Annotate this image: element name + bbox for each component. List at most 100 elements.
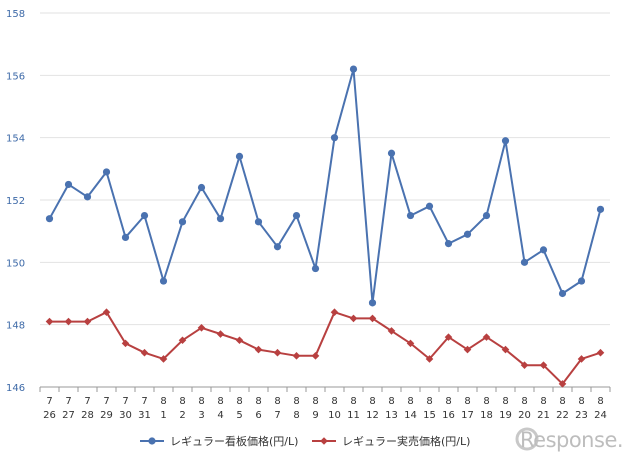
- x-tick-label-month: 8: [331, 396, 337, 407]
- x-tick-label-month: 8: [464, 396, 470, 407]
- data-point: [387, 327, 396, 335]
- x-tick-label-month: 8: [597, 396, 603, 407]
- data-point: [273, 243, 282, 251]
- x-tick-label-day: 27: [62, 410, 75, 421]
- x-tick-label-month: 8: [521, 396, 527, 407]
- data-point: [520, 258, 529, 266]
- x-tick-label-day: 12: [366, 410, 379, 421]
- series-layer: [45, 65, 605, 388]
- data-point: [577, 277, 586, 285]
- x-tick-label-month: 8: [388, 396, 394, 407]
- data-point: [368, 314, 377, 323]
- x-tick-label-month: 7: [84, 396, 90, 407]
- data-point: [311, 352, 320, 360]
- data-point: [520, 361, 529, 369]
- data-point: [558, 289, 567, 298]
- x-tick-label-day: 19: [499, 410, 512, 421]
- x-tick-label-day: 5: [236, 410, 242, 421]
- data-point: [444, 240, 453, 248]
- data-point: [216, 330, 225, 338]
- data-point: [292, 211, 301, 220]
- data-point: [330, 134, 339, 142]
- x-tick-label-day: 9: [312, 410, 318, 421]
- x-tick-label-day: 31: [138, 410, 151, 421]
- data-point: [311, 264, 320, 273]
- x-tick-label-day: 8: [293, 410, 299, 421]
- y-axis-ticks: 146 148 150 152 154 156 158: [6, 9, 25, 394]
- x-tick-label-month: 8: [198, 396, 204, 407]
- data-point: [330, 308, 339, 316]
- x-tick-label-day: 13: [385, 410, 398, 421]
- x-tick-label-day: 16: [442, 410, 455, 421]
- x-tick-label-month: 8: [540, 396, 546, 407]
- x-tick-label-day: 28: [81, 410, 94, 421]
- x-axis-ticks: 7267277287297307318182838485868788898108…: [39, 387, 611, 421]
- data-point: [102, 308, 111, 316]
- x-tick-label-day: 2: [179, 410, 185, 421]
- x-tick-label-day: 6: [255, 410, 261, 421]
- x-tick-label-day: 18: [480, 410, 493, 421]
- data-point: [596, 205, 605, 213]
- data-point: [45, 215, 54, 223]
- data-point: [197, 323, 206, 332]
- x-tick-label-month: 7: [46, 396, 52, 407]
- series-line: [48, 68, 602, 304]
- legend-item-1: レギュラー看板価格(円/L): [140, 434, 298, 448]
- data-point: [83, 317, 92, 326]
- data-point: [159, 355, 168, 363]
- data-point: [596, 348, 605, 357]
- data-point: [235, 336, 244, 345]
- x-tick-label-month: 8: [217, 396, 223, 407]
- data-point: [444, 333, 453, 341]
- data-point: [235, 152, 244, 160]
- data-point: [121, 339, 130, 348]
- x-tick-label-day: 26: [43, 410, 56, 421]
- x-tick-label-month: 7: [122, 396, 128, 407]
- x-tick-label-day: 4: [217, 410, 223, 421]
- x-tick-label-month: 8: [559, 396, 565, 407]
- series-line: [49, 311, 601, 385]
- data-point: [539, 361, 548, 369]
- x-tick-label-day: 11: [347, 410, 360, 421]
- data-point: [216, 215, 225, 223]
- x-tick-label-month: 7: [65, 396, 71, 407]
- y-tick-label: 146: [6, 383, 25, 394]
- data-point: [254, 218, 263, 226]
- data-point: [463, 345, 472, 354]
- data-point: [577, 355, 586, 363]
- data-point: [463, 230, 472, 238]
- data-point: [159, 277, 168, 285]
- data-point: [501, 137, 510, 145]
- data-point: [140, 348, 149, 357]
- data-point: [273, 348, 282, 357]
- data-point: [140, 211, 149, 220]
- x-tick-label-month: 8: [160, 396, 166, 407]
- x-tick-label-month: 8: [293, 396, 299, 407]
- x-tick-label-month: 7: [103, 396, 109, 407]
- data-point: [45, 317, 54, 326]
- data-point: [121, 233, 130, 241]
- x-tick-label-day: 21: [537, 410, 550, 421]
- x-tick-label-day: 20: [518, 410, 531, 421]
- response-logo-watermark: Response.: [515, 427, 624, 452]
- x-tick-label-month: 8: [578, 396, 584, 407]
- x-tick-label-day: 14: [404, 410, 417, 421]
- watermark-r-ring: [515, 427, 539, 451]
- x-tick-label-month: 8: [312, 396, 318, 407]
- watermark-text: Response.: [520, 428, 623, 452]
- data-point: [349, 314, 358, 323]
- data-point: [387, 149, 396, 157]
- data-point: [558, 380, 567, 388]
- x-tick-label-day: 1: [160, 410, 166, 421]
- x-tick-label-day: 23: [575, 410, 588, 421]
- data-point: [64, 180, 73, 189]
- x-tick-label-day: 22: [556, 410, 569, 421]
- x-tick-label-day: 24: [594, 410, 607, 421]
- x-tick-label-month: 8: [255, 396, 261, 407]
- y-tick-label: 156: [6, 71, 25, 82]
- data-point: [254, 345, 263, 354]
- x-tick-label-month: 8: [426, 396, 432, 407]
- x-tick-label-month: 8: [483, 396, 489, 407]
- x-tick-label-month: 8: [274, 396, 280, 407]
- x-tick-label-month: 8: [407, 396, 413, 407]
